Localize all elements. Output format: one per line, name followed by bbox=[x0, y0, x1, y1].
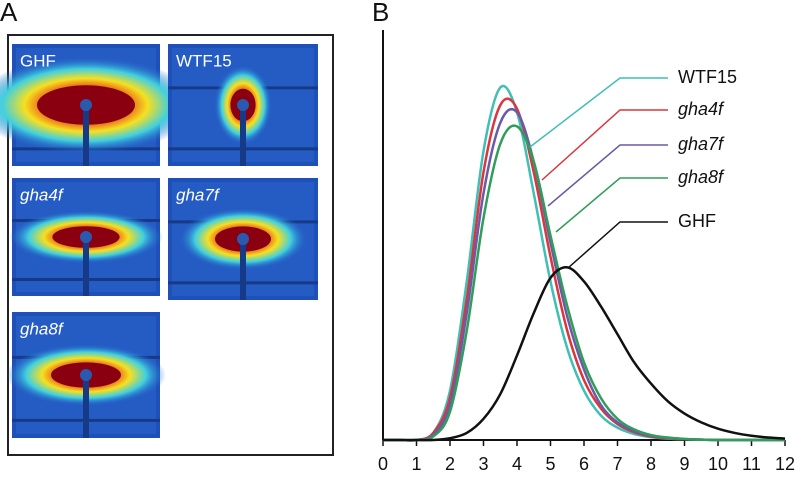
x-tick-label: 3 bbox=[478, 454, 488, 474]
panel-frame bbox=[7, 34, 334, 456]
x-tick-label: 0 bbox=[378, 454, 388, 474]
image-label: gha4f bbox=[20, 185, 65, 204]
beamstop bbox=[83, 105, 89, 166]
x-tick-label: 6 bbox=[579, 454, 589, 474]
beamstop-center bbox=[80, 369, 92, 381]
x-tick-label: 5 bbox=[545, 454, 555, 474]
leader-line bbox=[541, 109, 668, 181]
leader-line bbox=[567, 221, 668, 269]
image-label: GHF bbox=[20, 51, 56, 70]
image-label: WTF15 bbox=[176, 51, 232, 70]
beamstop bbox=[240, 105, 246, 166]
leader-line bbox=[547, 144, 668, 207]
x-tick-label: 2 bbox=[445, 454, 455, 474]
beamstop-center bbox=[80, 231, 92, 243]
x-tick-label: 10 bbox=[708, 454, 728, 474]
leader-line bbox=[555, 177, 668, 233]
beamstop bbox=[83, 375, 89, 438]
image-label: gha7f bbox=[176, 185, 221, 204]
x-tick-label: 8 bbox=[646, 454, 656, 474]
series-line bbox=[383, 124, 785, 442]
series-label: gha8f bbox=[678, 167, 725, 187]
panel-label: A bbox=[0, 0, 18, 27]
beamstop-center bbox=[80, 99, 92, 111]
x-tick-label: 4 bbox=[512, 454, 522, 474]
series-label: GHF bbox=[678, 211, 716, 231]
series-line bbox=[383, 84, 785, 442]
x-tick-label: 9 bbox=[679, 454, 689, 474]
image-label: gha8f bbox=[20, 319, 65, 338]
panel-label: B bbox=[372, 0, 389, 27]
x-tick-label: 7 bbox=[612, 454, 622, 474]
beamstop bbox=[240, 239, 246, 300]
x-tick-label: 11 bbox=[742, 454, 761, 474]
beamstop-center bbox=[237, 99, 249, 111]
series-line bbox=[383, 266, 786, 442]
x-tick-label: 12 bbox=[775, 454, 795, 474]
leader-line bbox=[529, 77, 668, 148]
beamstop-center bbox=[237, 233, 249, 245]
x-tick-label: 1 bbox=[411, 454, 421, 474]
series-label: WTF15 bbox=[678, 67, 737, 87]
series-label: gha4f bbox=[678, 99, 725, 119]
series-label: gha7f bbox=[678, 134, 725, 154]
beamstop bbox=[83, 237, 89, 296]
